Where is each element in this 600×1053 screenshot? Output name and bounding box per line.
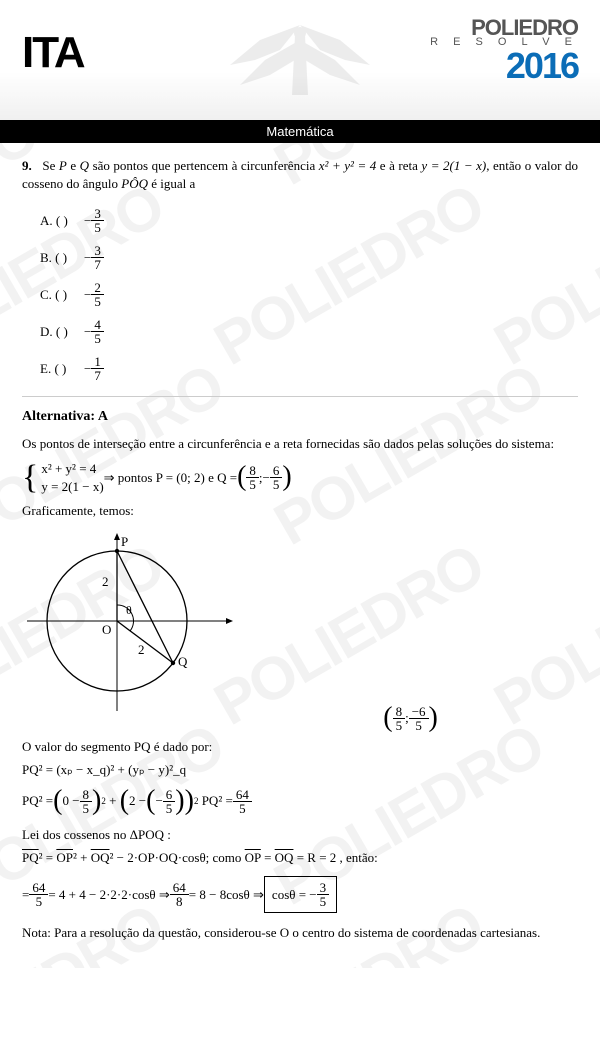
q-coord-label: ( 85 ; −65 ) [383,705,438,732]
exam-name: ITA [22,28,84,78]
separator [22,396,578,397]
solution-block: Os pontos de interseção entre a circunfe… [22,435,578,942]
answer-label: Alternativa: A [22,409,578,425]
choice-c: C. ( ) − 25 [40,281,578,308]
brace-icon: { [22,464,38,491]
content-area: 9. Se P e Q são pontos que pertencem à c… [0,143,600,968]
wings-icon [200,5,400,115]
choice-e: E. ( ) − 17 [40,355,578,382]
svg-text:2: 2 [102,574,109,589]
choice-d: D. ( ) − 45 [40,318,578,345]
final-result: ⇒ cosθ = − 35 [253,876,337,913]
svg-text:P: P [121,534,128,549]
svg-text:Q: Q [178,654,188,669]
choice-list: A. ( ) − 35 B. ( ) − 37 C. ( ) − 25 D. (… [40,207,578,382]
graph-label: Graficamente, temos: [22,502,578,520]
page-header: ITA POLIEDRO R E S O L V E 2016 [0,0,600,120]
brand-year: 2016 [430,48,578,84]
question-number: 9. [22,158,32,173]
svg-text:θ: θ [126,603,132,617]
calc-eq: = 645 = 4 + 4 − 2·2·2·cosθ ⇒ 648 = 8 − 8… [22,881,250,908]
eq-pq2: PQ² = (0 − 85)2 + (2 − (−65))2 [22,788,198,815]
question-stem: 9. Se P e Q são pontos que pertencem à c… [22,157,578,193]
solution-note: Nota: Para a resolução da questão, consi… [22,924,578,942]
svg-text:2: 2 [138,642,145,657]
brand-block: POLIEDRO R E S O L V E 2016 [430,18,578,84]
system-equations: { x² + y² = 4 y = 2(1 − x) ⇒ pontos P = … [22,460,578,496]
choice-a: A. ( ) − 35 [40,207,578,234]
pq-intro: O valor do segmento PQ é dado por: [22,738,578,756]
law-eq: PQ² = OP² + OQ² − 2·OP·OQ·cosθ; como OP … [22,850,578,866]
svg-text:O: O [102,622,111,637]
subject-bar: Matemática [0,120,600,143]
choice-b: B. ( ) − 37 [40,244,578,271]
eq-pq3: PQ² = 645 [202,788,252,815]
eq-pq1: PQ² = (xₚ − x_q)² + (yₚ − y)²_q [22,762,578,778]
law-intro: Lei dos cossenos no ΔPOQ : [22,826,578,844]
circle-figure: P Q O θ 2 2 ( 85 ; −65 ) [22,526,578,732]
solution-intro: Os pontos de interseção entre a circunfe… [22,435,578,453]
